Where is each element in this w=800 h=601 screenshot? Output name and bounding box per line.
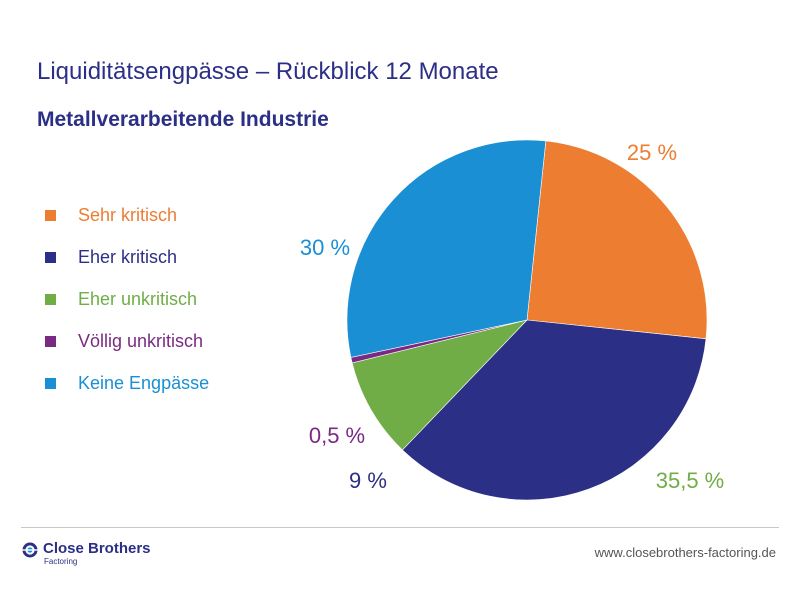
chart-subtitle: Metallverarbeitende Industrie bbox=[37, 108, 329, 131]
data-label: 30 % bbox=[300, 235, 350, 260]
pie-chart: 25 % 35,5 % 9 % 0,5 % 30 % bbox=[300, 139, 725, 501]
pie-slice bbox=[526, 140, 708, 340]
data-label: 0,5 % bbox=[309, 423, 365, 448]
legend-swatch bbox=[45, 336, 56, 347]
footer-divider bbox=[21, 527, 779, 528]
logo-brand-name: Close Brothers bbox=[43, 540, 151, 557]
legend-swatch bbox=[45, 378, 56, 389]
legend-label: Sehr kritisch bbox=[78, 205, 178, 225]
legend-label: Völlig unkritisch bbox=[78, 331, 204, 351]
pie-slice bbox=[401, 319, 707, 501]
legend-label: Eher unkritisch bbox=[78, 289, 198, 309]
pie-slice bbox=[346, 139, 547, 358]
data-label: 9 % bbox=[349, 468, 387, 493]
data-label: 25 % bbox=[627, 140, 677, 165]
legend-label: Keine Engpässe bbox=[78, 373, 210, 393]
legend-label: Eher kritisch bbox=[78, 247, 178, 267]
data-label: 35,5 % bbox=[656, 468, 725, 493]
legend-swatch bbox=[45, 252, 56, 263]
legend-swatch bbox=[45, 210, 56, 221]
logo-brand-subtitle: Factoring bbox=[44, 557, 78, 566]
legend-swatch bbox=[45, 294, 56, 305]
chart-title: Liquiditätsengpässe – Rückblick 12 Monat… bbox=[37, 58, 499, 85]
logo-icon bbox=[22, 542, 38, 558]
website-url: www.closebrothers-factoring.de bbox=[594, 545, 776, 560]
